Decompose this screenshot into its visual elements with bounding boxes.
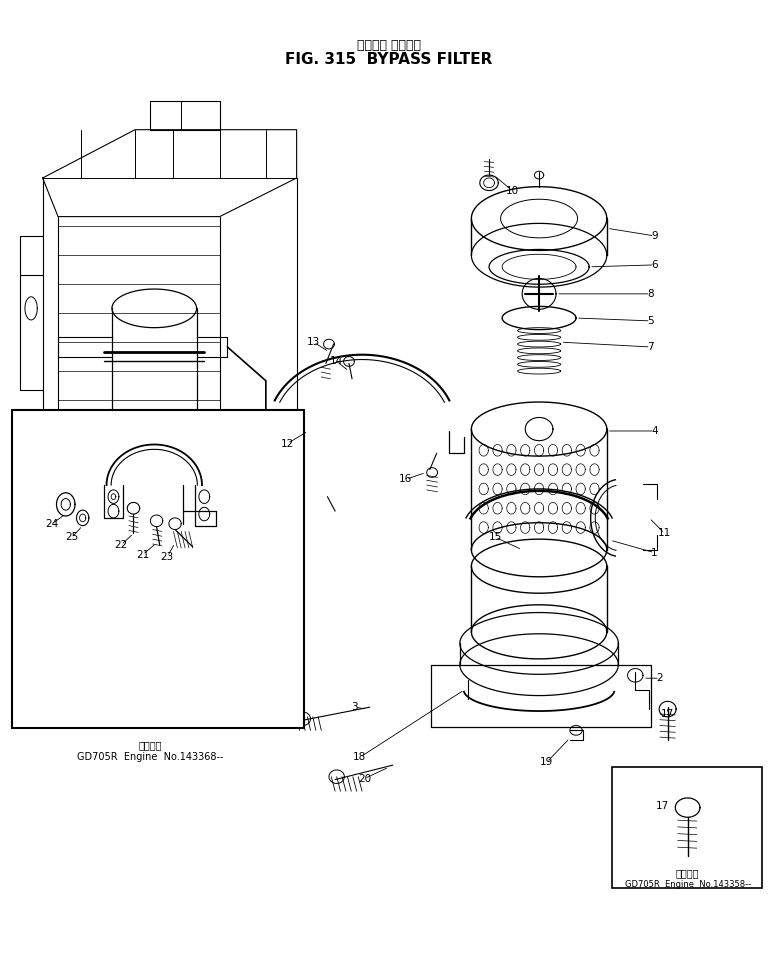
Text: 6: 6: [651, 260, 658, 270]
Text: 4: 4: [651, 426, 658, 436]
Text: 21: 21: [136, 549, 149, 560]
Bar: [612, 768, 762, 887]
Text: 17: 17: [661, 709, 675, 719]
Text: 23: 23: [161, 551, 174, 562]
Text: 24: 24: [45, 519, 58, 529]
Text: 2: 2: [657, 673, 663, 683]
Text: 3: 3: [351, 702, 358, 712]
Text: 14: 14: [330, 356, 343, 366]
Text: 1: 1: [651, 547, 658, 558]
Text: 9: 9: [651, 231, 658, 241]
Text: 15: 15: [489, 532, 502, 543]
Text: 7: 7: [647, 342, 654, 352]
Text: 10: 10: [506, 185, 519, 196]
Text: 8: 8: [647, 289, 654, 299]
Text: 12: 12: [281, 438, 294, 449]
Text: 適用号等: 適用号等: [138, 740, 162, 750]
Text: 22: 22: [114, 540, 128, 550]
Text: GD705R  Engine  No.143358--: GD705R Engine No.143358--: [625, 880, 751, 889]
Text: FIG. 315  BYPASS FILTER: FIG. 315 BYPASS FILTER: [286, 52, 492, 66]
Text: バイパス フィルタ: バイパス フィルタ: [357, 39, 421, 53]
Text: 11: 11: [658, 528, 671, 539]
Text: 16: 16: [399, 474, 412, 484]
Text: 18: 18: [353, 752, 366, 763]
Text: 適用号等: 適用号等: [676, 868, 699, 879]
Text: GD705R  Engine  No.143368--: GD705R Engine No.143368--: [77, 752, 223, 763]
Text: 19: 19: [540, 757, 553, 768]
Text: 25: 25: [65, 532, 79, 543]
Text: 5: 5: [647, 316, 654, 326]
Text: 20: 20: [358, 773, 371, 784]
Bar: [12, 410, 304, 729]
Text: 13: 13: [307, 337, 321, 347]
Text: 17: 17: [656, 801, 669, 810]
